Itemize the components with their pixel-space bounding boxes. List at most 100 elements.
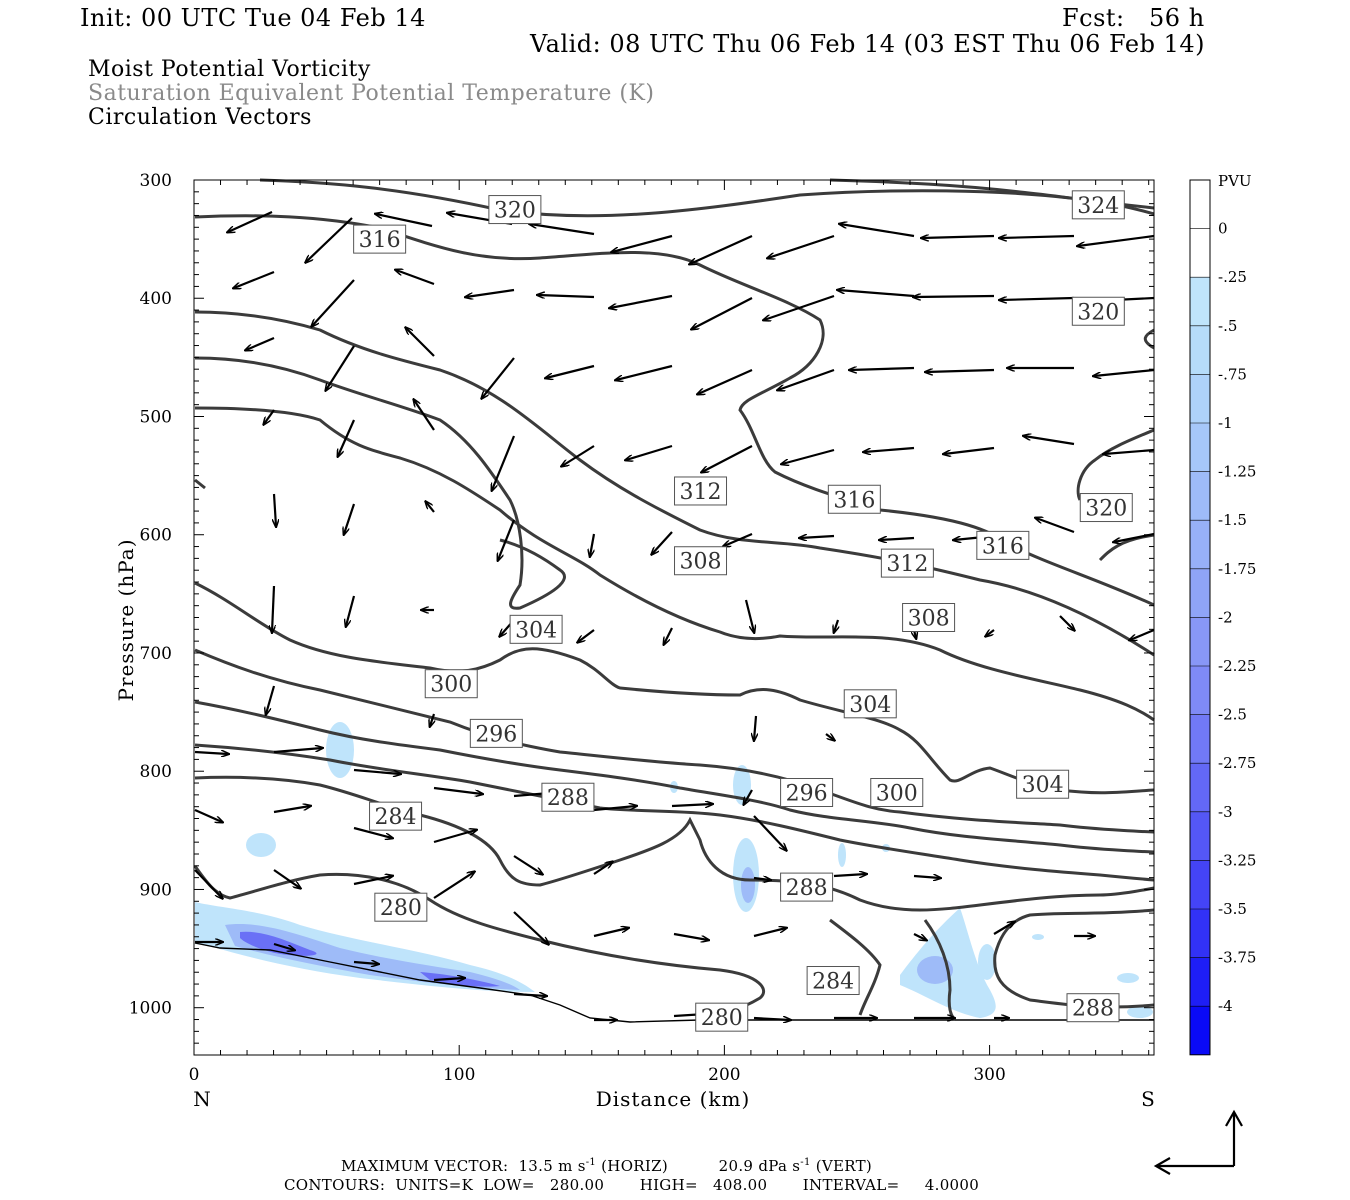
- wind-vector: [744, 599, 754, 632]
- pv-shading-patch: [1117, 973, 1139, 983]
- colorbar-level-label: -1.5: [1218, 511, 1247, 529]
- contour-label: 316: [353, 224, 407, 254]
- contour-label: 316: [827, 484, 881, 514]
- contour-label: 312: [880, 548, 934, 578]
- wind-vector: [396, 270, 435, 286]
- contour-line: [1076, 428, 1155, 501]
- colorbar-swatch: [1190, 763, 1210, 812]
- contour-label: 320: [1079, 493, 1133, 523]
- contour-label-text: 300: [876, 782, 918, 807]
- colorbar-level-label: -2.75: [1218, 754, 1256, 772]
- y-tick-label: 500: [140, 407, 172, 427]
- wind-vector: [782, 448, 835, 464]
- wind-vector: [880, 538, 915, 540]
- x-tick-label: 300: [973, 1065, 1005, 1085]
- wind-vector: [800, 536, 835, 538]
- colorbar-level-label: -3.25: [1218, 851, 1256, 869]
- contour-line: [194, 700, 1155, 854]
- pv-shading-patch: [1127, 1006, 1153, 1018]
- contour-label: 288: [780, 872, 834, 902]
- pv-shading-low-level-band-core: [240, 931, 317, 956]
- contour-label-text: 308: [908, 607, 950, 632]
- wind-vector: [466, 288, 515, 297]
- wind-vector: [538, 295, 595, 297]
- contour-label: 296: [469, 718, 523, 748]
- pv-shading: [195, 722, 1153, 1018]
- pv-shading-low-level-band-inner: [225, 924, 520, 990]
- colorbar-swatch: [1190, 374, 1210, 423]
- wind-vector: [353, 826, 392, 838]
- contour-line: [993, 908, 1155, 1009]
- contour-label: 316: [976, 530, 1030, 560]
- contour-line: [923, 919, 957, 1022]
- contour-line: [194, 478, 206, 490]
- y-axis-label: Pressure (hPa): [114, 539, 138, 702]
- wind-vector: [692, 297, 753, 329]
- wind-vector: [482, 357, 515, 398]
- wind-vector: [513, 994, 546, 996]
- wind-vector: [993, 922, 1014, 935]
- wind-vector: [753, 878, 770, 880]
- wind-vector: [346, 595, 356, 626]
- contour-label: 304: [843, 689, 897, 719]
- wind-vector: [986, 630, 995, 636]
- colorbar-level-label: -3.75: [1218, 949, 1256, 967]
- wind-vector: [353, 768, 400, 774]
- wind-vector: [612, 234, 673, 252]
- wind-vector: [498, 519, 516, 560]
- wind-vector: [426, 502, 435, 513]
- wind-vector: [922, 236, 995, 238]
- field-title-theta-es: Saturation Equivalent Potential Temperat…: [88, 81, 655, 106]
- colorbar-swatch: [1190, 714, 1210, 764]
- wind-vector: [578, 629, 595, 642]
- wind-vector: [273, 942, 294, 950]
- colorbar-swatch: [1190, 520, 1210, 569]
- colorbar-swatch: [1190, 957, 1210, 1007]
- wind-vector: [764, 294, 835, 320]
- contour-label-text: 280: [380, 896, 422, 921]
- contour-label: 300: [870, 778, 924, 807]
- contour-label-text: 320: [1085, 497, 1127, 522]
- y-tick-label: 700: [140, 644, 172, 664]
- wind-vector: [433, 978, 464, 980]
- wind-vector: [744, 789, 753, 804]
- wind-vector: [194, 869, 222, 898]
- wind-vector: [864, 446, 915, 452]
- y-tick-label: 400: [140, 289, 172, 309]
- colorbar-level-label: -1.75: [1218, 560, 1256, 578]
- contour-label: 296: [780, 778, 834, 807]
- wind-vector: [273, 748, 322, 754]
- pv-shading-patch: [838, 843, 846, 867]
- contour-label-text: 304: [849, 693, 891, 718]
- contour-label: 304: [1016, 769, 1070, 799]
- contour-label-text: 280: [701, 1006, 743, 1031]
- wind-vector: [353, 876, 392, 886]
- y-tick-label: 800: [140, 762, 172, 782]
- wind-vector: [326, 345, 355, 390]
- wind-vector: [1130, 628, 1155, 640]
- wind-vector: [778, 368, 835, 390]
- colorbar-swatch: [1190, 860, 1210, 909]
- x-tick-label: 0: [189, 1065, 200, 1085]
- x-tick-label: 100: [443, 1065, 475, 1085]
- wind-vector: [414, 400, 435, 431]
- wind-vector: [264, 409, 275, 424]
- contour-label-text: 288: [1072, 997, 1114, 1022]
- wind-vector: [944, 446, 995, 454]
- wind-vector: [671, 804, 712, 806]
- colorbar-swatch: [1190, 228, 1210, 278]
- colorbar-swatch: [1190, 811, 1210, 861]
- contour-label-text: 304: [515, 618, 557, 643]
- wind-vector: [194, 808, 222, 822]
- wind-vector: [376, 214, 433, 228]
- colorbar-level-label: -.5: [1218, 317, 1237, 335]
- wind-vector: [768, 234, 835, 258]
- wind-vector: [833, 874, 866, 876]
- wind-vector: [338, 419, 356, 456]
- wind-vector: [234, 270, 275, 288]
- wind-vector: [194, 752, 228, 754]
- colorbar-unit: PVU: [1218, 172, 1252, 190]
- wind-vector: [228, 210, 273, 232]
- contour-label: 280: [374, 892, 428, 922]
